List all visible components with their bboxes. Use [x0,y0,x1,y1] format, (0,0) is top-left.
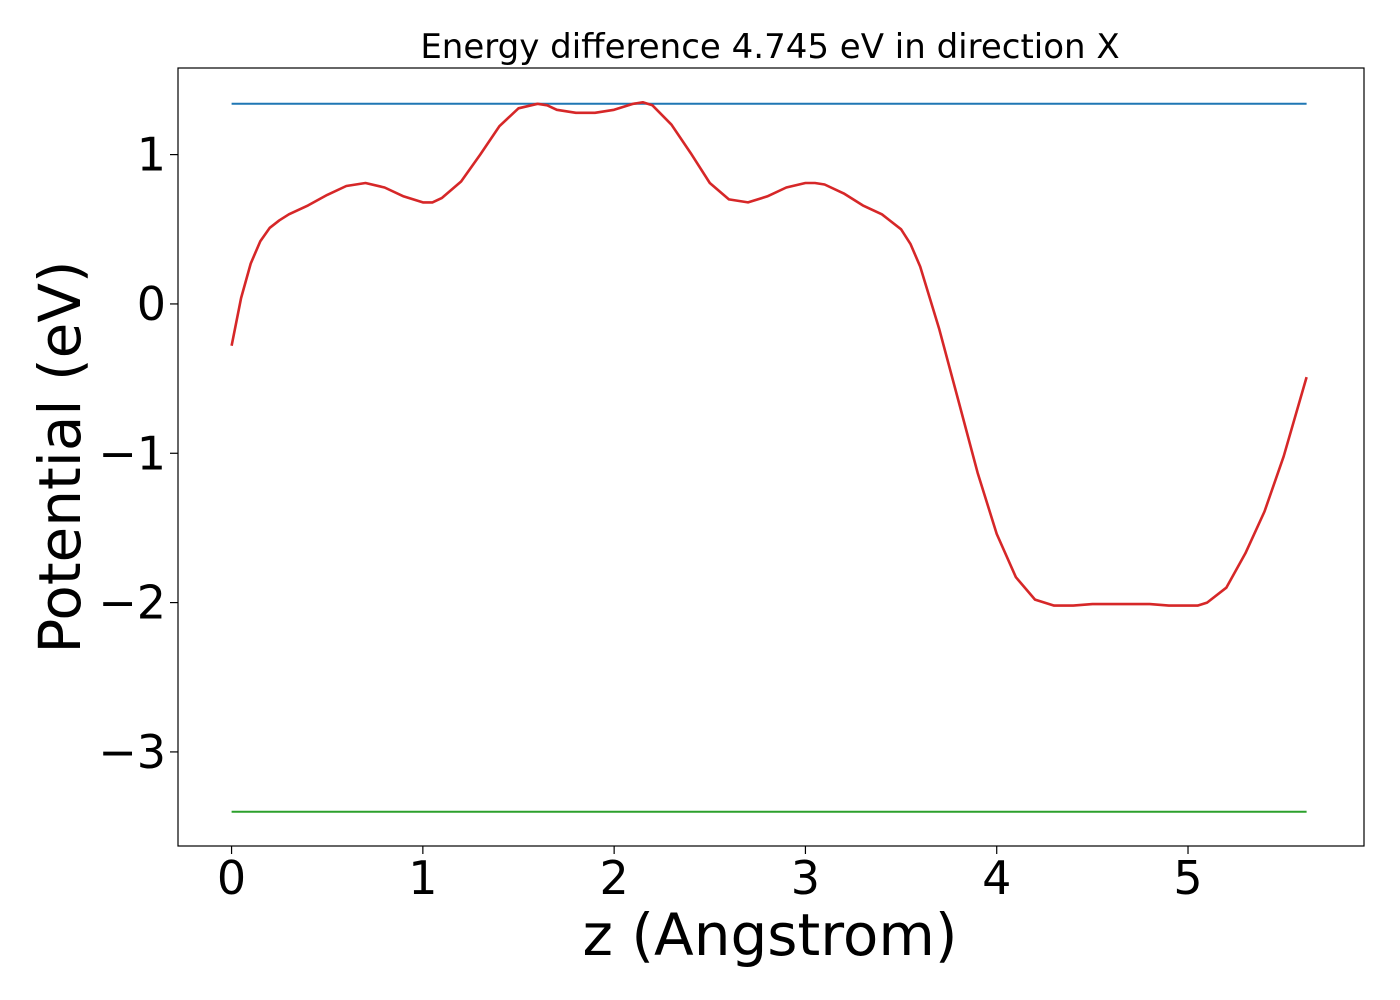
y-tick-label: −1 [98,426,166,480]
x-tick-label: 5 [1173,851,1202,905]
x-axis: 0 1 2 3 4 5 [217,846,1203,905]
y-tick-label: −2 [98,576,166,630]
series-line-0 [230,101,1308,607]
chart-title: Energy difference 4.745 eV in direction … [420,27,1119,67]
y-axis-label: Potential (eV) [26,260,94,653]
y-tick-label: 1 [137,128,166,182]
x-axis-label: z (Angstrom) [583,901,958,969]
x-tick-label: 0 [217,851,246,905]
plot-frame [177,67,1365,847]
y-tick-label: −3 [98,725,166,779]
x-tick-label: 3 [791,851,820,905]
y-tick-label: 0 [137,277,166,331]
x-tick-label: 4 [982,851,1011,905]
plot-area [230,101,1308,813]
y-axis: 1 0 −1 −2 −3 [98,128,178,779]
x-tick-label: 2 [600,851,629,905]
x-tick-label: 1 [408,851,437,905]
